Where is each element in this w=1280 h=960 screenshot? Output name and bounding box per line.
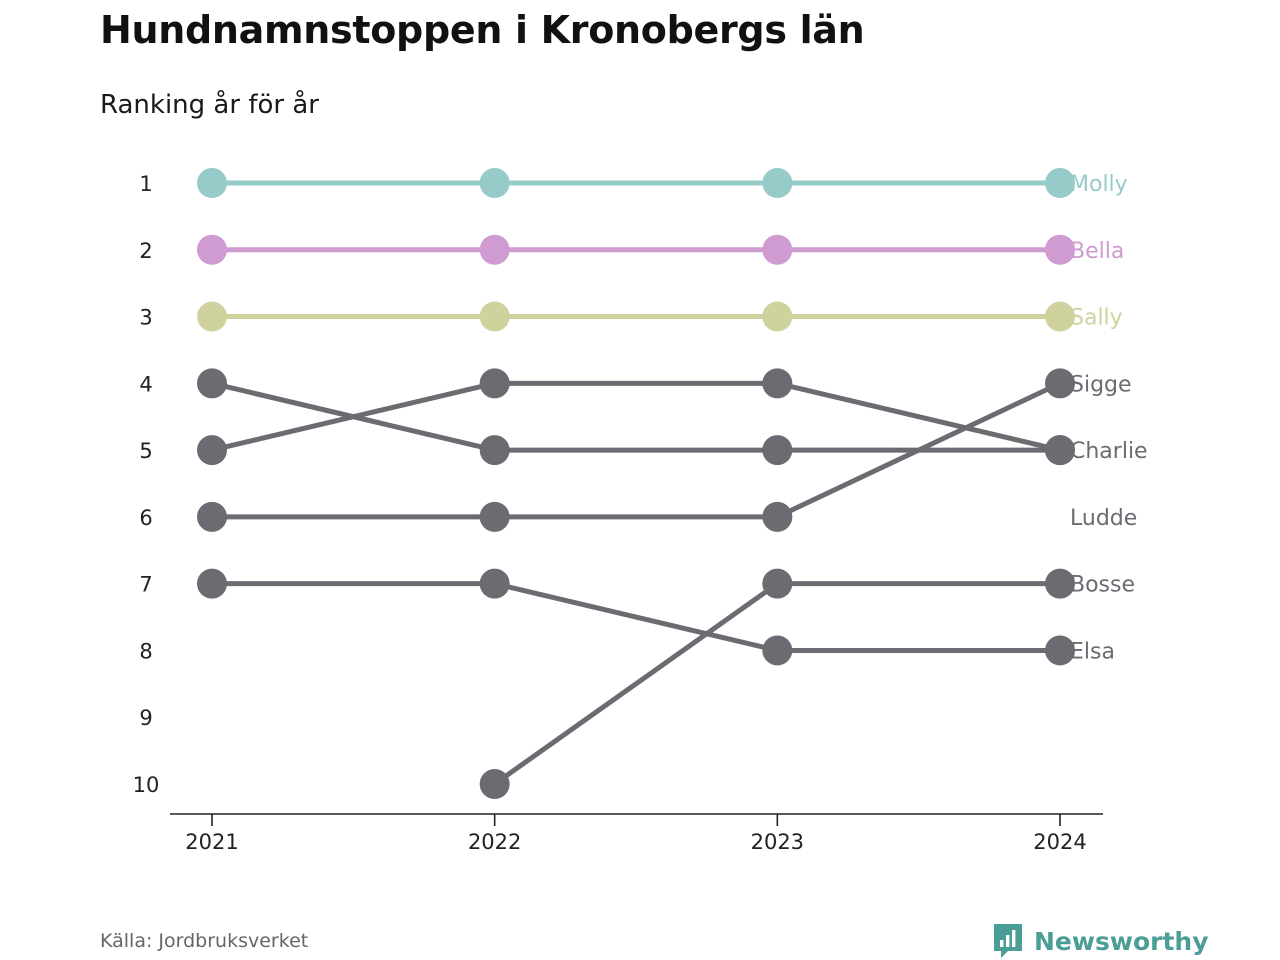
y-tick-label-8: 8	[139, 639, 152, 663]
series-line-bosse-1	[492, 581, 780, 787]
point-bosse-2022	[479, 769, 510, 799]
point-elsa-2024	[1045, 635, 1075, 666]
point-sigge-2023	[762, 501, 793, 532]
point-charlie-2021	[197, 368, 227, 399]
y-tick-label-3: 3	[139, 306, 152, 330]
series-label-bella: Bella	[1070, 239, 1124, 264]
point-bella-2021	[197, 234, 227, 265]
source-note: Källa: Jordbruksverket	[100, 930, 309, 952]
point-ludde-2023	[762, 368, 793, 399]
x-tick-label-2024: 2024	[1033, 830, 1086, 854]
point-charlie-2023	[762, 435, 793, 466]
series-label-sigge: Sigge	[1070, 372, 1132, 397]
series-label-ludde: Ludde	[1070, 506, 1137, 531]
point-sigge-2022	[479, 501, 510, 532]
chart-title: Hundnamnstoppen i Kronobergs län	[100, 8, 865, 52]
series-line-ludde-1	[209, 380, 498, 453]
series-label-sally: Sally	[1070, 306, 1123, 331]
series-line-elsa-2	[492, 581, 780, 653]
point-sally-2023	[762, 301, 793, 332]
point-molly-2022	[479, 168, 510, 198]
chart-subtitle: Ranking år för år	[100, 90, 319, 120]
point-bella-2024	[1045, 234, 1075, 265]
series-label-elsa: Elsa	[1070, 639, 1115, 664]
series-label-charlie: Charlie	[1070, 439, 1148, 464]
x-tick-label-2021: 2021	[185, 830, 238, 854]
x-tick-label-2022: 2022	[468, 830, 521, 854]
point-ludde-2022	[479, 368, 510, 399]
y-tick-label-4: 4	[139, 372, 152, 396]
point-molly-2023	[762, 168, 793, 198]
brand-logo: Newsworthy	[992, 922, 1209, 960]
series-label-molly: Molly	[1070, 172, 1128, 197]
point-sally-2021	[197, 301, 227, 332]
y-tick-label-1: 1	[139, 172, 152, 196]
point-ludde-2024	[1045, 435, 1075, 466]
point-bella-2022	[479, 234, 510, 265]
y-tick-label-7: 7	[139, 573, 152, 597]
newsworthy-logo-icon	[994, 924, 1022, 958]
point-ludde-2021	[197, 435, 227, 466]
y-tick-label-10: 10	[133, 773, 160, 797]
series-line-ludde-3	[774, 380, 1063, 453]
point-sigge-2021	[197, 501, 227, 532]
point-sally-2024	[1045, 301, 1075, 332]
y-tick-label-2: 2	[139, 239, 152, 263]
point-elsa-2021	[197, 568, 227, 599]
y-tick-label-9: 9	[139, 706, 152, 730]
point-charlie-2022	[479, 435, 510, 466]
y-tick-label-6: 6	[139, 506, 152, 530]
series-label-bosse: Bosse	[1070, 573, 1135, 598]
point-sally-2022	[479, 301, 510, 332]
brand-name: Newsworthy	[1034, 926, 1209, 956]
point-molly-2024	[1045, 168, 1075, 198]
point-molly-2021	[197, 168, 227, 198]
y-tick-label-5: 5	[139, 439, 152, 463]
point-elsa-2023	[762, 635, 793, 666]
point-bosse-2024	[1045, 568, 1075, 599]
point-bella-2023	[762, 234, 793, 265]
point-bosse-2023	[762, 568, 793, 599]
point-sigge-2024	[1045, 368, 1075, 399]
x-tick-label-2023: 2023	[751, 830, 804, 854]
point-elsa-2022	[479, 568, 510, 599]
